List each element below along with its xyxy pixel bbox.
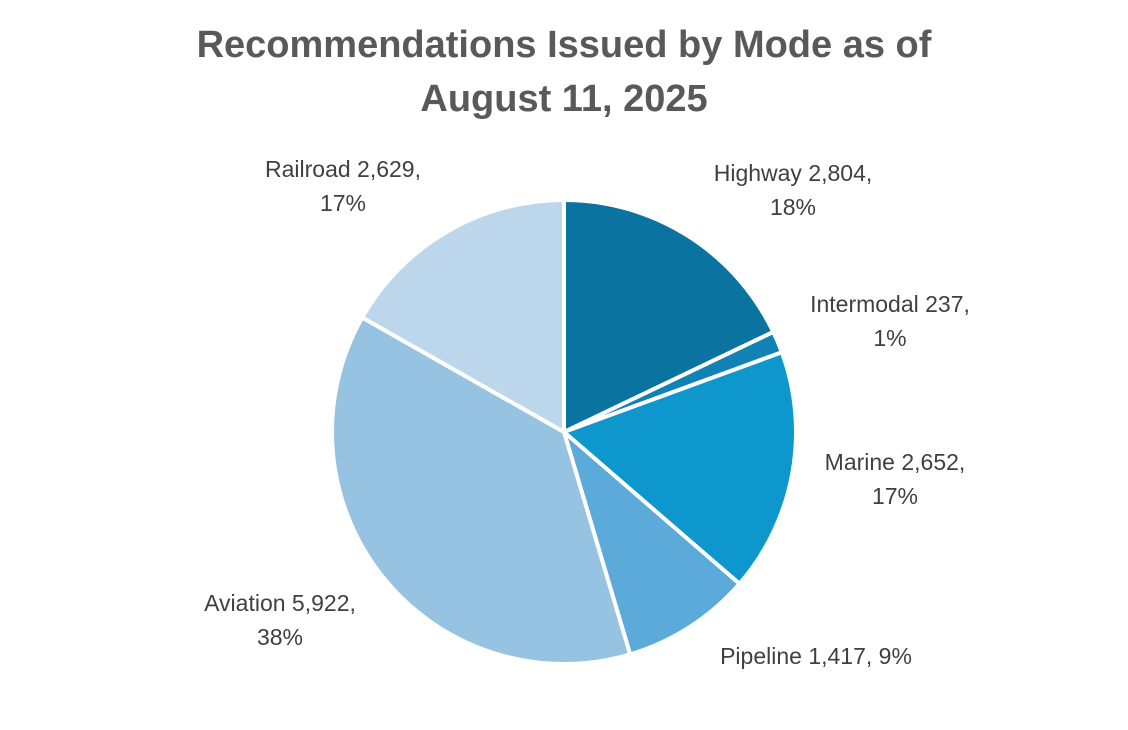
pie-label-line: Marine 2,652,: [825, 449, 966, 475]
pie-label-line: Railroad 2,629,: [265, 156, 421, 182]
pie-label-line: Aviation 5,922,: [204, 590, 356, 616]
pie-label-highway: Highway 2,804, 18%: [714, 160, 873, 220]
pie-label-railroad: Railroad 2,629, 17%: [265, 156, 421, 216]
pie-chart: Highway 2,804, 18% Intermodal 237, 1% Marine…: [0, 0, 1128, 730]
pie-label-line: Pipeline 1,417, 9%: [720, 643, 912, 669]
pie-label-line: 1%: [873, 325, 906, 351]
pie-label-line: 17%: [872, 483, 918, 509]
pie-slices: [332, 200, 796, 664]
pie-label-aviation: Aviation 5,922, 38%: [204, 590, 356, 650]
pie-label-line: 18%: [770, 194, 816, 220]
pie-label-marine: Marine 2,652, 17%: [825, 449, 966, 509]
pie-label-line: Highway 2,804,: [714, 160, 873, 186]
pie-label-line: 17%: [320, 190, 366, 216]
pie-label-line: 38%: [257, 624, 303, 650]
pie-label-line: Intermodal 237,: [810, 291, 970, 317]
pie-label-pipeline: Pipeline 1,417, 9%: [720, 643, 912, 669]
pie-label-intermodal: Intermodal 237, 1%: [810, 291, 970, 351]
